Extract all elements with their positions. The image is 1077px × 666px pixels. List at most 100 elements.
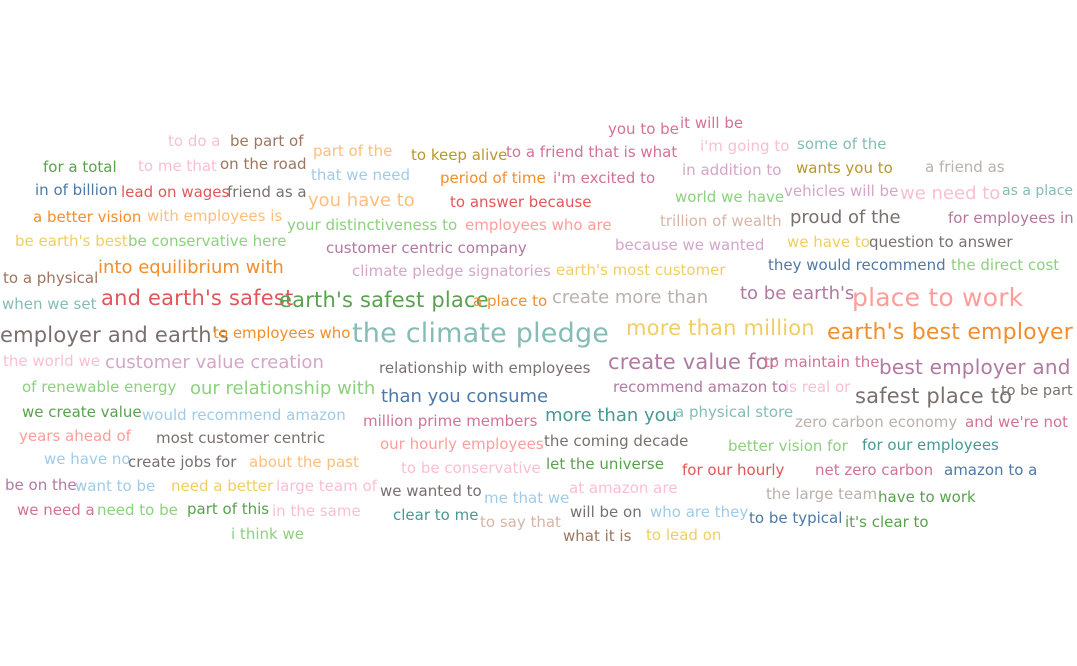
word-safest-place-to: safest place to xyxy=(855,384,1013,408)
word-we-need-a: we need a xyxy=(17,501,95,519)
word-to-do-a: to do a xyxy=(168,132,221,150)
word-to-be-earth-s: to be earth's xyxy=(740,283,855,304)
word-climate-pledge-signatories: climate pledge signatories xyxy=(352,262,551,280)
word-your-distinctiveness-to: your distinctiveness to xyxy=(287,216,458,234)
word-lead-on-wages: lead on wages xyxy=(121,183,230,201)
word-who-are-they: who are they xyxy=(650,503,749,521)
word-a-friend-as: a friend as xyxy=(925,158,1005,176)
word-question-to-answer: question to answer xyxy=(869,233,1013,251)
word-amazon-to-a: amazon to a xyxy=(944,461,1038,479)
word-for-employees-in: for employees in xyxy=(948,209,1074,227)
word-it-will-be: it will be xyxy=(680,114,744,132)
word-to-be-part: to be part xyxy=(1001,383,1073,399)
word-to-lead-on: to lead on xyxy=(646,526,722,544)
word-period-of-time: period of time xyxy=(440,169,546,187)
word-is-real-or: is real or xyxy=(785,378,851,396)
word-the-direct-cost: the direct cost xyxy=(951,256,1060,274)
word-friend-as-a: friend as a xyxy=(227,183,307,201)
word-need-to-be: need to be xyxy=(97,501,178,519)
word-place-to-work: place to work xyxy=(852,283,1024,312)
word-our-hourly-employees: our hourly employees xyxy=(380,435,544,453)
word-clear-to-me: clear to me xyxy=(393,506,479,524)
word-a-physical-store: a physical store xyxy=(675,403,794,421)
word-most-customer-centric: most customer centric xyxy=(156,429,326,447)
word-you-have-to: you have to xyxy=(308,190,415,211)
word-relationship-with-employees: relationship with employees xyxy=(379,359,591,377)
word-to-employees-who: to employees who xyxy=(213,324,351,342)
word-employer-and-earth-s: employer and earth's xyxy=(0,323,229,347)
word-for-a-total: for a total xyxy=(43,158,117,176)
word-to-say-that: to say that xyxy=(480,513,561,531)
word-our-relationship-with: our relationship with xyxy=(190,378,376,399)
word-for-our-employees: for our employees xyxy=(862,436,999,454)
word-the-climate-pledge: the climate pledge xyxy=(352,318,610,349)
word-they-would-recommend: they would recommend xyxy=(768,256,946,274)
word-the-large-team: the large team xyxy=(766,485,878,503)
word-in-the-same: in the same xyxy=(272,502,361,520)
word-you-to-be: you to be xyxy=(608,120,679,138)
word-about-the-past: about the past xyxy=(249,453,359,471)
word-it-s-clear-to: it's clear to xyxy=(845,513,929,531)
word-some-of-the: some of the xyxy=(797,135,887,153)
word-the-coming-decade: the coming decade xyxy=(544,432,689,450)
word-trillion-of-wealth: trillion of wealth xyxy=(660,212,782,230)
word-zero-carbon-economy: zero carbon economy xyxy=(795,413,958,431)
word-to-maintain-the: to maintain the xyxy=(764,353,880,371)
word-when-we-set: when we set xyxy=(2,295,97,313)
word-that-we-need: that we need xyxy=(311,166,410,184)
word-to-be-typical: to be typical xyxy=(749,509,843,527)
word-recommend-amazon-to: recommend amazon to xyxy=(613,378,788,396)
word-we-need-to: we need to xyxy=(900,183,1001,204)
word-let-the-universe: let the universe xyxy=(546,455,664,473)
word-what-it-is: what it is xyxy=(563,527,632,545)
word-earth-s-best-employer: earth's best employer xyxy=(827,320,1074,345)
word-of-renewable-energy: of renewable energy xyxy=(22,378,177,396)
word-to-a-physical: to a physical xyxy=(3,269,99,287)
word-customer-value-creation: customer value creation xyxy=(105,352,324,373)
word-a-better-vision: a better vision xyxy=(33,208,142,226)
word-would-recommend-amazon: would recommend amazon xyxy=(142,406,346,424)
word-years-ahead-of: years ahead of xyxy=(19,427,131,445)
word-create-more-than: create more than xyxy=(552,287,709,308)
word-best-employer-and: best employer and xyxy=(879,355,1071,379)
word-as-a-place: as a place xyxy=(1002,183,1074,199)
word-world-we-have: world we have xyxy=(675,188,785,206)
word-i-think-we: i think we xyxy=(231,525,304,543)
word-me-that-we: me that we xyxy=(484,489,570,507)
word-be-earth-s-best: be earth's best xyxy=(15,232,128,250)
word-to-a-friend-that-is-what: to a friend that is what xyxy=(506,143,678,161)
word-to-answer-because: to answer because xyxy=(450,193,592,211)
word-wants-you-to: wants you to xyxy=(796,159,893,177)
word-part-of-this: part of this xyxy=(187,500,270,518)
word-be-on-the: be on the xyxy=(5,476,77,494)
word-earth-s-most-customer: earth's most customer xyxy=(556,261,726,279)
word-at-amazon-are: at amazon are xyxy=(569,479,678,497)
word-i-m-excited-to: i'm excited to xyxy=(553,169,656,187)
word-be-part-of: be part of xyxy=(230,132,304,150)
word-employees-who-are: employees who are xyxy=(465,216,612,234)
word-large-team-of: large team of xyxy=(276,477,377,495)
word-in-of-billion: in of billion xyxy=(35,181,118,199)
word-better-vision-for: better vision for xyxy=(728,437,848,455)
word-the-world-we: the world we xyxy=(3,352,100,370)
word-create-jobs-for: create jobs for xyxy=(128,453,237,471)
word-customer-centric-company: customer centric company xyxy=(326,239,527,257)
word-on-the-road: on the road xyxy=(220,155,307,173)
word-a-place-to: a place to xyxy=(473,292,548,310)
word-proud-of-the: proud of the xyxy=(790,207,901,228)
word-earth-s-safest-place: earth's safest place xyxy=(279,288,489,312)
word-and-earth-s-safest: and earth's safest xyxy=(101,286,294,310)
word-to-keep-alive: to keep alive xyxy=(411,146,508,164)
word-we-have-no: we have no xyxy=(44,450,131,468)
word-i-m-going-to: i'm going to xyxy=(700,137,790,155)
word-for-our-hourly: for our hourly xyxy=(682,461,785,479)
word-want-to-be: want to be xyxy=(75,477,156,495)
word-in-addition-to: in addition to xyxy=(682,161,782,179)
word-need-a-better: need a better xyxy=(171,477,274,495)
word-part-of-the: part of the xyxy=(313,142,393,160)
word-have-to-work: have to work xyxy=(878,488,976,506)
word-net-zero-carbon: net zero carbon xyxy=(815,461,934,479)
word-million-prime-members: million prime members xyxy=(363,412,538,430)
word-more-than-you: more than you xyxy=(545,405,678,426)
